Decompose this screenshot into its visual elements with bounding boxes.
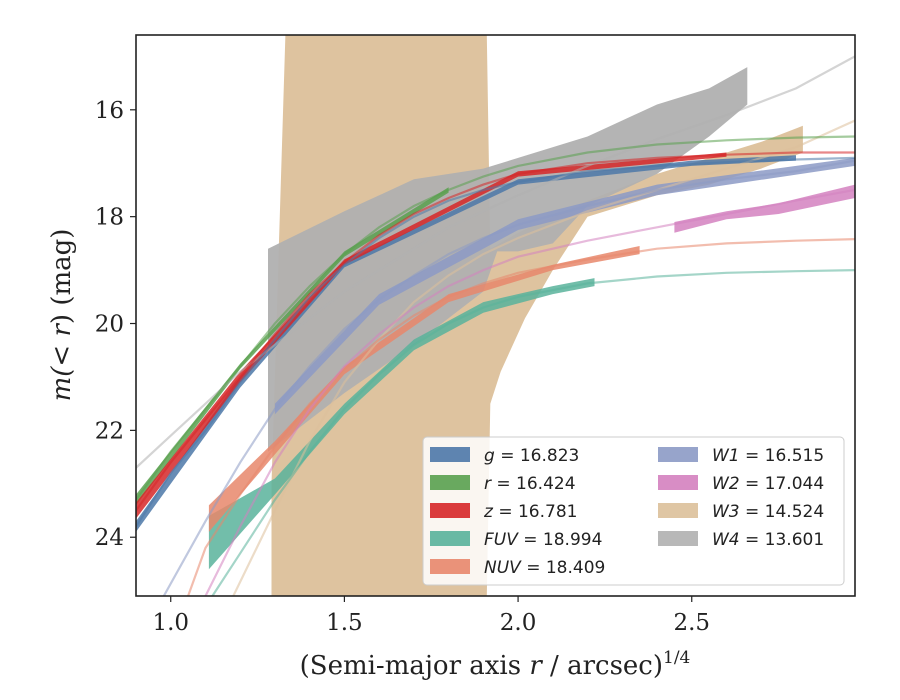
model-line-w1 xyxy=(162,159,855,596)
y-tick-label: 18 xyxy=(95,205,124,231)
model-line-w3 xyxy=(232,119,855,596)
x-axis-title-post: / arcsec) xyxy=(542,651,663,681)
legend-swatch-w4 xyxy=(658,531,698,546)
legend-label-w2: W2 = 17.044 xyxy=(712,474,824,494)
y-tick-label: 20 xyxy=(95,312,124,338)
y-tick-label: 16 xyxy=(95,98,124,124)
legend-swatch-w1 xyxy=(658,447,698,462)
y-tick-label: 24 xyxy=(95,525,124,551)
legend-label-nuv: NUV = 18.409 xyxy=(484,558,605,578)
legend-swatch-g xyxy=(430,447,470,462)
x-axis-title-exponent: 1/4 xyxy=(663,648,690,668)
band-w3 xyxy=(271,35,803,596)
plot-area xyxy=(136,35,855,596)
legend-swatch-r xyxy=(430,475,470,490)
model-line-w4 xyxy=(136,55,855,469)
legend-swatch-z xyxy=(430,503,470,518)
uncertainty-bands xyxy=(136,35,855,596)
y-tick-label: 22 xyxy=(95,418,124,444)
legend-label-w4: W4 = 13.601 xyxy=(712,530,824,550)
x-axis-title-pre: (Semi-major axis xyxy=(300,651,530,681)
model-curves xyxy=(136,55,855,596)
legend-label-fuv: FUV = 18.994 xyxy=(484,530,602,550)
y-axis-title-pre: m( xyxy=(47,366,77,402)
legend-label-g: g = 16.823 xyxy=(484,446,579,466)
x-axis-title-var: r xyxy=(529,651,543,681)
legend: g = 16.823 r = 16.424 z = 16.781 FUV = 18.9… xyxy=(422,436,845,586)
model-line-w2 xyxy=(204,188,855,596)
plot-frame xyxy=(135,34,856,597)
y-axis-title-op: < r xyxy=(47,323,77,367)
y-axis-title: m(< r) (mag) xyxy=(47,229,77,402)
model-line-z xyxy=(136,151,855,512)
y-axis-ticks: 16 18 20 22 24 xyxy=(95,98,136,551)
x-tick-label: 1.0 xyxy=(152,610,189,636)
legend-box xyxy=(422,436,845,586)
model-line-nuv xyxy=(187,238,855,596)
legend-label-w1: W1 = 16.515 xyxy=(712,446,824,466)
x-axis-ticks: 1.0 1.5 2.0 2.5 xyxy=(152,596,710,636)
x-tick-label: 1.5 xyxy=(326,610,363,636)
x-tick-label: 2.0 xyxy=(500,610,537,636)
model-line-r xyxy=(136,135,855,501)
legend-swatch-w3 xyxy=(658,503,698,518)
model-line-fuv xyxy=(211,269,855,596)
band-w1 xyxy=(274,157,855,415)
band-w2 xyxy=(674,184,855,233)
model-line-g xyxy=(136,156,855,528)
x-axis-title: (Semi-major axis r / arcsec)1/4 xyxy=(300,648,691,681)
y-axis-title-post: ) (mag) xyxy=(47,229,77,325)
x-tick-label: 2.5 xyxy=(673,610,710,636)
legend-swatch-fuv xyxy=(430,531,470,546)
legend-swatch-nuv xyxy=(430,559,470,574)
legend-label-w3: W3 = 14.524 xyxy=(712,502,824,522)
legend-entries: g = 16.823 r = 16.424 z = 16.781 FUV = 18.9… xyxy=(430,446,824,578)
legend-label-r: r = 16.424 xyxy=(484,474,576,494)
legend-swatch-w2 xyxy=(658,475,698,490)
legend-label-z: z = 16.781 xyxy=(483,502,577,522)
